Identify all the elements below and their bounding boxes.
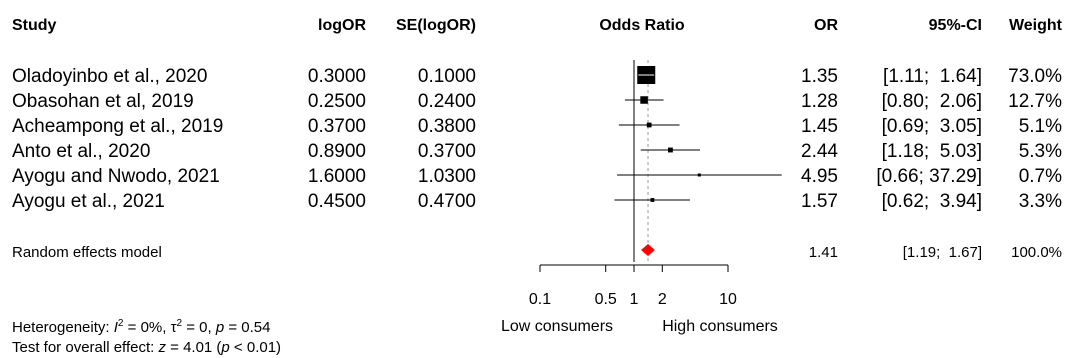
study-logor: 0.3000 (308, 66, 366, 87)
pooled-ci: [1.19; 1.67] (903, 244, 982, 261)
pooled-or: 1.41 (809, 244, 838, 261)
study-ci: [0.69; 3.05] (882, 116, 982, 137)
study-name: Acheampong et al., 2019 (12, 116, 223, 137)
study-ci: [1.18; 5.03] (882, 141, 982, 162)
study-logor: 0.3700 (308, 116, 366, 137)
study-se: 0.3800 (418, 116, 476, 137)
header-weight: Weight (1009, 17, 1063, 34)
header-se: SE(logOR) (396, 17, 476, 34)
study-square (697, 173, 701, 177)
study-square (646, 122, 652, 128)
study-ci: [1.11; 1.64] (883, 66, 982, 87)
axis-tick-label: 10 (719, 291, 737, 308)
axis-left-label: Low consumers (501, 318, 613, 335)
plot-marks (614, 60, 782, 262)
pooled-weight: 100.0% (1011, 244, 1062, 261)
study-weight: 5.3% (1019, 141, 1062, 162)
header-odds-ratio: Odds Ratio (599, 17, 685, 34)
header-study: Study (12, 17, 57, 34)
study-rows: Oladoyinbo et al., 2020 0.3000 0.1000 1.35 [… (12, 66, 1062, 212)
study-logor: 0.2500 (308, 91, 366, 112)
study-or: 1.35 (801, 66, 838, 87)
header-logor: logOR (318, 17, 366, 34)
study-logor: 0.4500 (308, 191, 366, 212)
axis-tick-label: 1 (630, 291, 639, 308)
study-ci: [0.80; 2.06] (882, 91, 982, 112)
study-or: 1.28 (801, 91, 838, 112)
study-ci: [0.62; 3.94] (882, 191, 982, 212)
study-name: Obasohan et al, 2019 (12, 91, 194, 112)
pooled-diamond (641, 244, 655, 256)
study-se: 1.0300 (418, 166, 476, 187)
axis-tick-label: 0.1 (529, 291, 551, 308)
study-or: 4.95 (801, 166, 838, 187)
study-or: 2.44 (801, 141, 838, 162)
study-or: 1.57 (801, 191, 838, 212)
study-weight: 3.3% (1019, 191, 1062, 212)
axis-tick-label: 2 (658, 291, 667, 308)
study-weight: 5.1% (1019, 116, 1062, 137)
study-square (650, 198, 655, 202)
study-or: 1.45 (801, 116, 838, 137)
study-se: 0.1000 (418, 66, 476, 87)
header-or: OR (814, 17, 838, 34)
study-ci: [0.66; 37.29] (876, 166, 982, 187)
study-weight: 0.7% (1019, 166, 1062, 187)
x-axis: 0.1 0.5 1 2 10 (529, 264, 737, 308)
heterogeneity-text: Heterogeneity: I2 = 0%, τ2 = 0, p = 0.54 (12, 318, 271, 336)
study-se: 0.2400 (418, 91, 476, 112)
study-name: Ayogu and Nwodo, 2021 (12, 166, 220, 187)
study-logor: 1.6000 (308, 166, 366, 187)
study-square (667, 147, 673, 153)
study-name: Anto et al., 2020 (12, 141, 150, 162)
axis-tick-label: 0.5 (595, 291, 617, 308)
axis-right-label: High consumers (662, 318, 778, 335)
study-se: 0.3700 (418, 141, 476, 162)
study-square (640, 96, 648, 104)
study-logor: 0.8900 (308, 141, 366, 162)
study-weight: 12.7% (1008, 91, 1062, 112)
study-weight: 73.0% (1008, 66, 1062, 87)
study-se: 0.4700 (418, 191, 476, 212)
study-name: Ayogu et al., 2021 (12, 191, 165, 212)
pooled-label: Random effects model (12, 244, 162, 261)
overall-effect-text: Test for overall effect: z = 4.01 (p < 0… (12, 339, 281, 356)
header-ci: 95%-CI (929, 17, 982, 34)
study-name: Oladoyinbo et al., 2020 (12, 66, 207, 87)
